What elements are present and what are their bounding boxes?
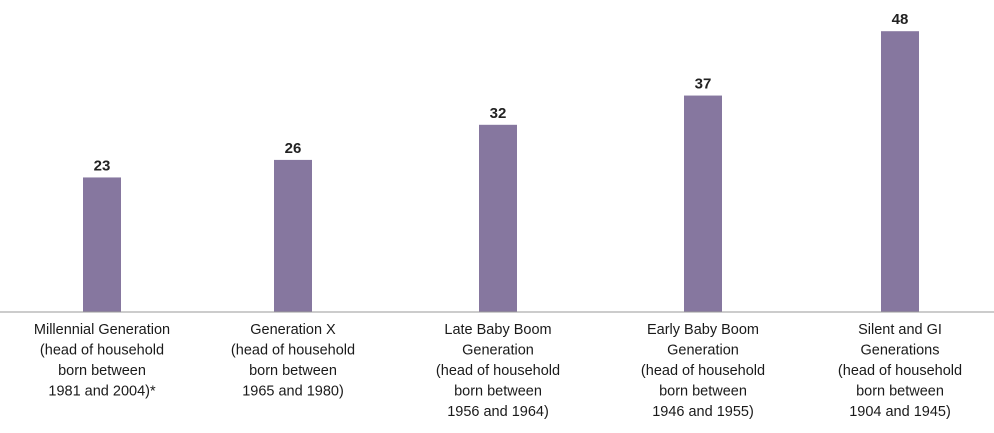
category-label-line: born between <box>856 384 944 400</box>
bar-2 <box>274 159 312 312</box>
category-label-4: Early Baby Boom Generation (head of househ… <box>641 322 765 420</box>
value-label-3: 32 <box>490 105 507 122</box>
category-label-line: born between <box>249 363 337 379</box>
category-label-line: Silent and GI <box>858 322 942 338</box>
category-label-line: (head of household <box>231 343 355 359</box>
bar-3 <box>479 124 517 312</box>
category-label-5: Silent and GI Generations (head of househo… <box>838 322 962 420</box>
category-label-line: born between <box>454 384 542 400</box>
bar-5 <box>881 31 919 312</box>
category-label-line: Generation <box>462 343 534 359</box>
category-label-line: Generation <box>667 343 739 359</box>
category-label-line: born between <box>659 384 747 400</box>
category-label-line: 1904 and 1945) <box>849 404 951 420</box>
value-label-4: 37 <box>695 76 712 93</box>
bar-1 <box>83 177 121 312</box>
bar-4 <box>684 95 722 312</box>
category-label-line: (head of household <box>40 343 164 359</box>
category-label-line: (head of household <box>436 363 560 379</box>
category-label-line: Generation X <box>250 322 336 338</box>
category-labels-group: Millennial Generation (head of household b… <box>34 322 962 420</box>
bars-group <box>83 31 919 312</box>
category-label-line: Millennial Generation <box>34 322 170 338</box>
category-label-line: Early Baby Boom <box>647 322 759 338</box>
value-labels-group: 23 26 32 37 48 <box>94 11 909 174</box>
category-label-line: (head of household <box>641 363 765 379</box>
value-label-1: 23 <box>94 157 111 174</box>
category-label-2: Generation X (head of household born betwe… <box>231 322 355 400</box>
category-label-line: (head of household <box>838 363 962 379</box>
category-label-line: 1981 and 2004)* <box>48 384 156 400</box>
category-label-1: Millennial Generation (head of household b… <box>34 322 170 400</box>
value-label-2: 26 <box>285 140 302 157</box>
category-label-line: Late Baby Boom <box>444 322 551 338</box>
category-label-line: 1965 and 1980) <box>242 384 344 400</box>
category-label-line: 1946 and 1955) <box>652 404 754 420</box>
category-label-line: 1956 and 1964) <box>447 404 549 420</box>
category-label-3: Late Baby Boom Generation (head of househo… <box>436 322 560 420</box>
category-label-line: Generations <box>861 343 940 359</box>
category-label-line: born between <box>58 363 146 379</box>
value-label-5: 48 <box>892 11 909 28</box>
